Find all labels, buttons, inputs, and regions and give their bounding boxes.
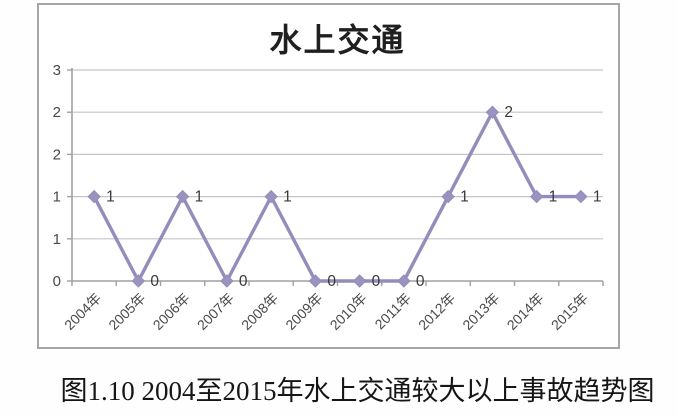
- data-point-marker: [131, 274, 146, 288]
- data-point-marker: [397, 274, 411, 288]
- x-tick-label: 2015年: [548, 290, 591, 333]
- y-tick-label: 0: [53, 273, 61, 290]
- x-tick-label: 2006年: [150, 290, 193, 333]
- y-tick-label: 1: [53, 231, 61, 248]
- data-point-label: 2: [504, 104, 513, 121]
- chart-title: 水上交通: [269, 22, 406, 58]
- data-point-marker: [574, 189, 588, 204]
- data-point-marker: [352, 274, 367, 288]
- x-tick-label: 2010年: [327, 290, 370, 333]
- y-tick-label: 2: [53, 104, 61, 121]
- data-point-marker: [87, 189, 101, 204]
- chart-frame: 3 2 2 1 1 0 2004年 2005年 2006年 2007年 2008年 2009年 2010…: [37, 3, 620, 349]
- data-point-marker: [220, 274, 234, 288]
- data-point-marker: [175, 189, 190, 204]
- data-point-marker: [529, 189, 544, 204]
- data-point-label: 0: [239, 273, 248, 290]
- x-tick-label: 2005年: [105, 290, 148, 333]
- data-point-label: 1: [195, 189, 204, 206]
- x-tick-label: 2004年: [61, 290, 104, 333]
- y-tick-label: 1: [53, 189, 61, 206]
- data-point-marker: [308, 274, 323, 288]
- data-point-marker: [264, 189, 278, 204]
- data-point-label: 0: [150, 273, 159, 290]
- data-point-label: 0: [416, 273, 425, 290]
- data-point-marker: [485, 105, 500, 119]
- data-point-label: 1: [106, 189, 115, 206]
- data-point-label: 0: [327, 273, 336, 290]
- data-point-label: 1: [283, 189, 292, 206]
- x-tick-label: 2012年: [415, 290, 458, 333]
- data-point-marker: [441, 189, 455, 204]
- x-tick-label: 2007年: [194, 290, 237, 333]
- x-tick-label: 2009年: [282, 290, 325, 333]
- x-tick-label: 2013年: [459, 290, 502, 333]
- data-point-label: 1: [549, 189, 558, 206]
- x-tick-label: 2014年: [504, 290, 547, 333]
- data-point-label: 1: [593, 189, 602, 206]
- series-line: [92, 108, 581, 285]
- y-tick-label: 2: [53, 146, 61, 163]
- y-tick-label: 3: [53, 62, 61, 79]
- data-point-label: 0: [372, 273, 381, 290]
- x-tick-label: 2008年: [238, 290, 281, 333]
- data-point-label: 1: [460, 189, 469, 206]
- x-tick-label: 2011年: [371, 290, 414, 333]
- figure-caption: 图1.10 2004至2015年水上交通较大以上事故趋势图: [60, 376, 655, 406]
